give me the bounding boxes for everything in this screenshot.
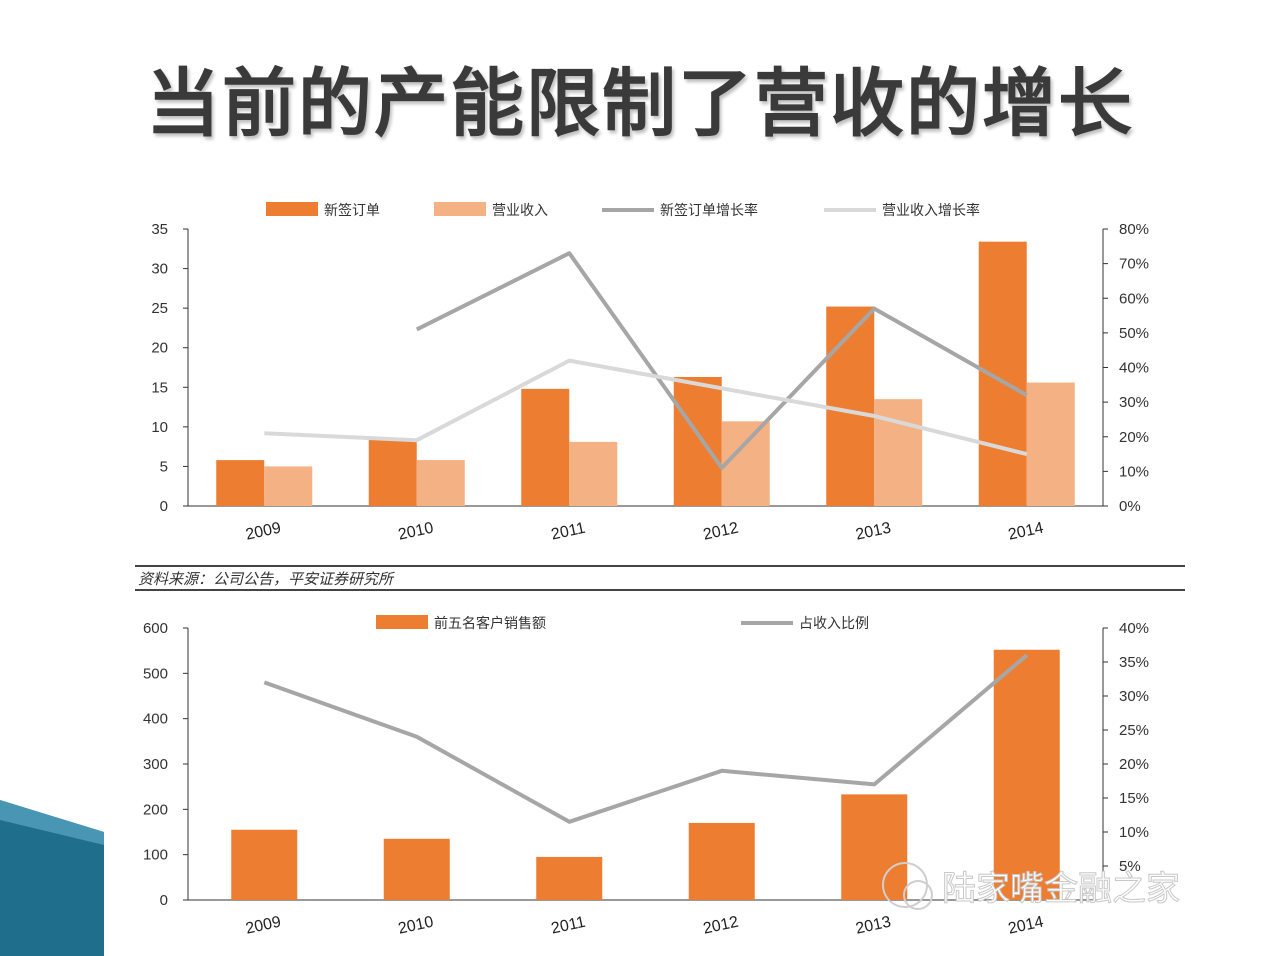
watermark: 陆家嘴金融之家 [882,862,1181,910]
bar-2 [416,460,465,506]
bar-1 [841,794,908,900]
slide-title: 当前的产能限制了营收的增长 [146,61,1134,147]
decorative-corner-highlight [0,800,104,845]
bar-1 [536,856,603,900]
right-tick-label: 30% [1119,394,1149,411]
left-tick-label: 0 [160,892,168,909]
right-tick-label: 70% [1119,256,1149,273]
left-tick-label: 20 [151,340,168,357]
x-tick-label: 2009 [244,914,282,938]
right-tick-label: 10% [1119,463,1149,480]
right-tick-label: 5% [1119,858,1141,875]
bar-2 [569,441,618,506]
legend-label: 新签订单增长率 [660,202,758,219]
series-line-1 [263,653,1029,824]
left-tick-label: 600 [143,620,168,637]
bar-1 [993,649,1060,900]
x-tick-label: 2011 [550,914,587,938]
x-tick-label: 2010 [397,520,435,544]
x-tick-label: 2012 [702,520,740,544]
left-tick-label: 100 [143,847,168,864]
right-tick-label: 15% [1119,790,1149,807]
right-tick-label: 60% [1119,290,1149,307]
bar-1 [216,460,265,506]
left-tick-label: 25 [151,300,168,317]
bar-2 [1026,382,1075,506]
watermark-text: 陆家嘴金融之家 [942,869,1180,909]
left-tick-label: 35 [151,221,168,238]
x-tick-label: 2014 [1007,914,1045,938]
right-tick-label: 10% [1119,824,1149,841]
wechat-icon-inner [903,880,933,910]
right-tick-label: 80% [1119,221,1149,238]
right-tick-label: 40% [1119,360,1149,377]
x-tick-label: 2009 [244,520,282,544]
bar-2 [264,466,313,506]
bar-1 [231,829,298,900]
legend-label: 前五名客户销售额 [434,615,546,632]
chart-top5-customers: 0 100 200 300 400 500 600 5% 10% 15% 20% 25% 30% 35% 4… [143,615,1149,938]
right-tick-label: 20% [1119,429,1149,446]
left-tick-label: 300 [143,756,168,773]
left-tick-label: 200 [143,801,168,818]
legend-label: 营业收入增长率 [882,202,980,219]
x-tick-label: 2012 [702,914,740,938]
series-line-2 [264,358,1028,457]
x-tick-label: 2014 [1007,520,1045,544]
source-note: 资料来源：公司公告，平安证券研究所 [138,570,395,588]
decorative-corner-shape [0,800,104,956]
right-tick-label: 30% [1119,688,1149,705]
bar-1 [673,376,722,506]
left-tick-label: 30 [151,261,168,278]
chart-orders-revenue: 0 5 10 15 20 25 30 35 0% 10% 20% 30% 40% 50% 60% 70% 80%… [151,202,1149,544]
bar-1 [383,838,450,900]
right-tick-label: 25% [1119,722,1149,739]
legend-label: 占收入比例 [799,616,869,632]
bar-1 [521,388,570,506]
right-tick-label: 50% [1119,325,1149,342]
bar-2 [874,399,923,506]
legend-label: 新签订单 [324,202,380,219]
left-tick-label: 400 [143,711,168,728]
bar-1 [826,306,875,506]
right-tick-label: 20% [1119,756,1149,773]
bar-2 [721,421,770,506]
left-tick-label: 500 [143,665,168,682]
bar-1 [688,822,755,900]
left-tick-label: 15 [151,379,168,396]
x-tick-label: 2013 [854,914,892,938]
bar-1 [368,438,417,506]
right-tick-label: 0% [1119,498,1141,515]
x-tick-label: 2013 [854,520,892,544]
x-tick-label: 2010 [397,914,435,938]
right-tick-label: 35% [1119,654,1149,671]
legend-label: 营业收入 [492,203,548,219]
left-tick-label: 5 [160,458,168,475]
x-tick-label: 2011 [550,520,587,544]
legend-swatch [266,202,318,216]
series-line-1 [415,251,1028,470]
right-tick-label: 40% [1119,620,1149,637]
left-tick-label: 0 [160,498,168,515]
legend-swatch [434,202,486,216]
legend-swatch [376,615,428,629]
left-tick-label: 10 [151,419,168,436]
